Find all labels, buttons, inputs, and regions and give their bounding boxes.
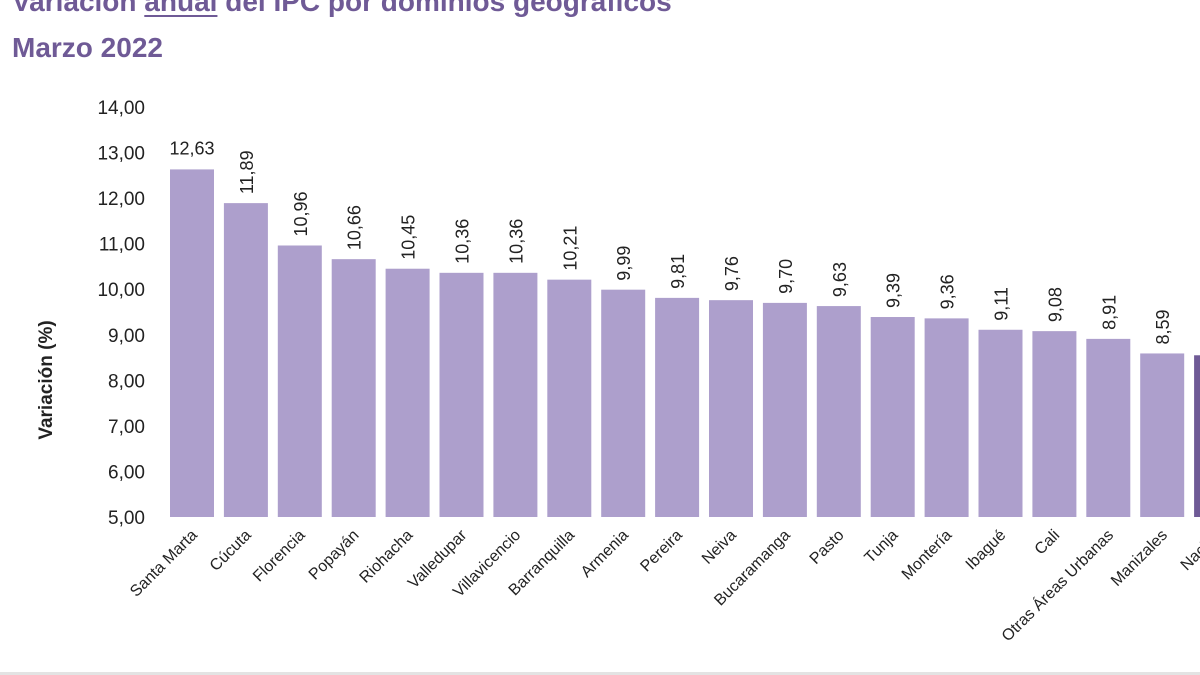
data-label: 8,91 bbox=[1099, 295, 1119, 330]
y-tick-label: 8,00 bbox=[108, 371, 145, 392]
data-label: 9,08 bbox=[1045, 287, 1065, 322]
bar bbox=[331, 259, 376, 517]
data-label: 12,63 bbox=[169, 138, 214, 158]
data-label: 9,99 bbox=[614, 246, 634, 281]
data-label: 10,21 bbox=[560, 226, 580, 271]
data-label: 9,76 bbox=[722, 256, 742, 291]
y-tick-label: 14,00 bbox=[97, 98, 145, 119]
data-label: 10,36 bbox=[453, 219, 473, 264]
x-tick-label: Cali bbox=[1032, 527, 1064, 559]
bar bbox=[816, 306, 861, 517]
x-axis: Santa Marta CúcutaFlorenciaPopayánRiohach… bbox=[127, 525, 1200, 645]
y-tick-label: 12,00 bbox=[97, 189, 145, 210]
bar bbox=[1140, 353, 1185, 517]
x-tick-label: Santa Marta bbox=[127, 527, 201, 601]
bottom-divider bbox=[0, 672, 1200, 675]
y-tick-label: 11,00 bbox=[99, 235, 145, 256]
bar bbox=[1086, 338, 1131, 517]
title-part: del IPC por dominios geográficos bbox=[217, 0, 672, 17]
data-label: 11,89 bbox=[237, 150, 257, 194]
y-tick-label: 5,00 bbox=[108, 508, 145, 529]
bar bbox=[170, 169, 214, 517]
bar bbox=[385, 268, 430, 517]
bar bbox=[439, 272, 484, 517]
x-tick-label: Nacion bbox=[1178, 527, 1200, 574]
x-tick-label: Pasto bbox=[807, 527, 848, 568]
bar bbox=[978, 329, 1023, 517]
bar bbox=[277, 245, 322, 517]
bar bbox=[223, 203, 268, 517]
y-tick-label: 10,00 bbox=[97, 280, 145, 301]
y-tick-label: 6,00 bbox=[108, 462, 145, 483]
x-tick-label: Florencia bbox=[250, 527, 309, 586]
data-label: 10,66 bbox=[345, 205, 365, 250]
value-labels: 12,63 11,89 10,96 10,66 10,45 10,36 10,36 10,21… bbox=[169, 138, 1173, 344]
bar bbox=[709, 300, 753, 517]
x-tick-label: Pereira bbox=[637, 527, 686, 576]
data-label: 10,36 bbox=[506, 219, 526, 264]
x-tick-label: Popayán bbox=[306, 527, 363, 584]
bar bbox=[655, 297, 700, 517]
data-label: 10,45 bbox=[399, 215, 419, 260]
data-label: 9,39 bbox=[884, 273, 904, 308]
y-tick-label: 9,00 bbox=[108, 326, 145, 347]
chart-title: Variación anual del IPC por dominios geo… bbox=[12, 0, 672, 18]
x-tick-label: Ibagué bbox=[963, 527, 1010, 574]
bar bbox=[547, 279, 592, 517]
x-tick-label: Manizales bbox=[1108, 527, 1171, 590]
bars bbox=[170, 169, 1200, 517]
data-label: 9,70 bbox=[776, 259, 796, 294]
data-label: 9,63 bbox=[830, 262, 850, 297]
title-emphasis: anual bbox=[144, 0, 218, 17]
x-tick-label: Neiva bbox=[699, 527, 740, 568]
x-tick-label: Montería bbox=[899, 527, 956, 584]
y-axis-title: Variación (%) bbox=[36, 320, 57, 439]
bar bbox=[870, 317, 915, 517]
bar bbox=[924, 318, 969, 517]
chart-subtitle: Marzo 2022 bbox=[12, 32, 163, 63]
data-label: 8,59 bbox=[1153, 309, 1173, 344]
bar bbox=[1032, 331, 1077, 517]
data-label: 9,11 bbox=[992, 287, 1012, 321]
bar bbox=[601, 289, 646, 517]
y-axis: 5,00 6,00 7,00 8,00 9,00 10,00 11,00 12,00 13,00… bbox=[97, 98, 145, 529]
bar bbox=[1194, 355, 1200, 517]
x-tick-label: Tunja bbox=[862, 527, 902, 567]
x-tick-label: Cúcuta bbox=[207, 527, 255, 575]
data-label: 9,81 bbox=[668, 254, 688, 289]
y-tick-label: 7,00 bbox=[108, 417, 145, 438]
bar bbox=[493, 272, 538, 517]
y-tick-label: 13,00 bbox=[97, 144, 145, 165]
bar bbox=[762, 302, 807, 517]
data-label: 10,96 bbox=[291, 191, 311, 236]
data-label: 9,36 bbox=[938, 274, 958, 309]
x-tick-label: Armenia bbox=[578, 527, 632, 581]
title-part: Variación bbox=[12, 0, 145, 17]
